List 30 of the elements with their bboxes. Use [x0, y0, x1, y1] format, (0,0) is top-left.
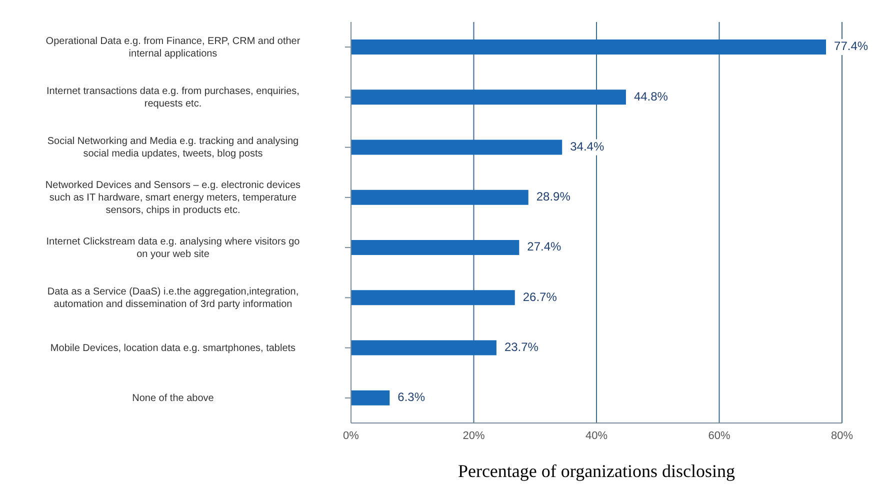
x-axis-title: Percentage of organizations disclosing — [458, 461, 736, 481]
data-label: 27.4% — [527, 240, 562, 254]
bar — [351, 140, 562, 155]
data-label: 28.9% — [536, 190, 571, 204]
y-tick-label: Internet Clickstream data e.g. analysing where visitors go on your web site — [46, 236, 300, 260]
y-tick-label: Operational Data e.g. from Finance, ERP, CRM and other internal applications — [46, 35, 301, 59]
data-label: 6.3% — [398, 390, 426, 404]
data-label: 23.7% — [504, 340, 539, 354]
x-tick-label: 40% — [585, 430, 608, 442]
bar — [351, 240, 520, 256]
x-tick-label: 0% — [343, 430, 360, 442]
bar — [351, 290, 515, 306]
y-tick-label: Mobile Devices, location data e.g. smartphones, tablets — [50, 342, 296, 354]
y-tick-label: Social Networking and Media e.g. tracking and analysing social media updates, tweets, blog posts — [47, 136, 299, 160]
bar — [351, 340, 496, 356]
data-label: 34.4% — [570, 139, 604, 154]
x-tick-label: 80% — [830, 430, 854, 442]
y-tick-label: Data as a Service (DaaS) i.e.the aggregation,integration, automation and dissemination of 3rd party information — [47, 286, 299, 310]
x-tick-label: 20% — [462, 430, 485, 442]
bar — [351, 390, 390, 406]
y-tick-label: Networked Devices and Sensors – e.g. electronic devices such as IT hardware, smart energy meters, temperature sensors, chips in products etc. — [45, 180, 301, 216]
y-tick-label: None of the above — [132, 392, 214, 404]
data-label: 44.8% — [634, 89, 668, 104]
y-tick-label: Internet transactions data e.g. from purchases, enquiries, requests etc. — [46, 86, 300, 110]
data-label: 26.7% — [522, 290, 558, 304]
bar — [351, 190, 528, 205]
x-tick-label: 60% — [708, 430, 730, 442]
bar — [351, 90, 626, 105]
data-label: 77.4% — [834, 39, 868, 54]
bar — [351, 40, 826, 55]
